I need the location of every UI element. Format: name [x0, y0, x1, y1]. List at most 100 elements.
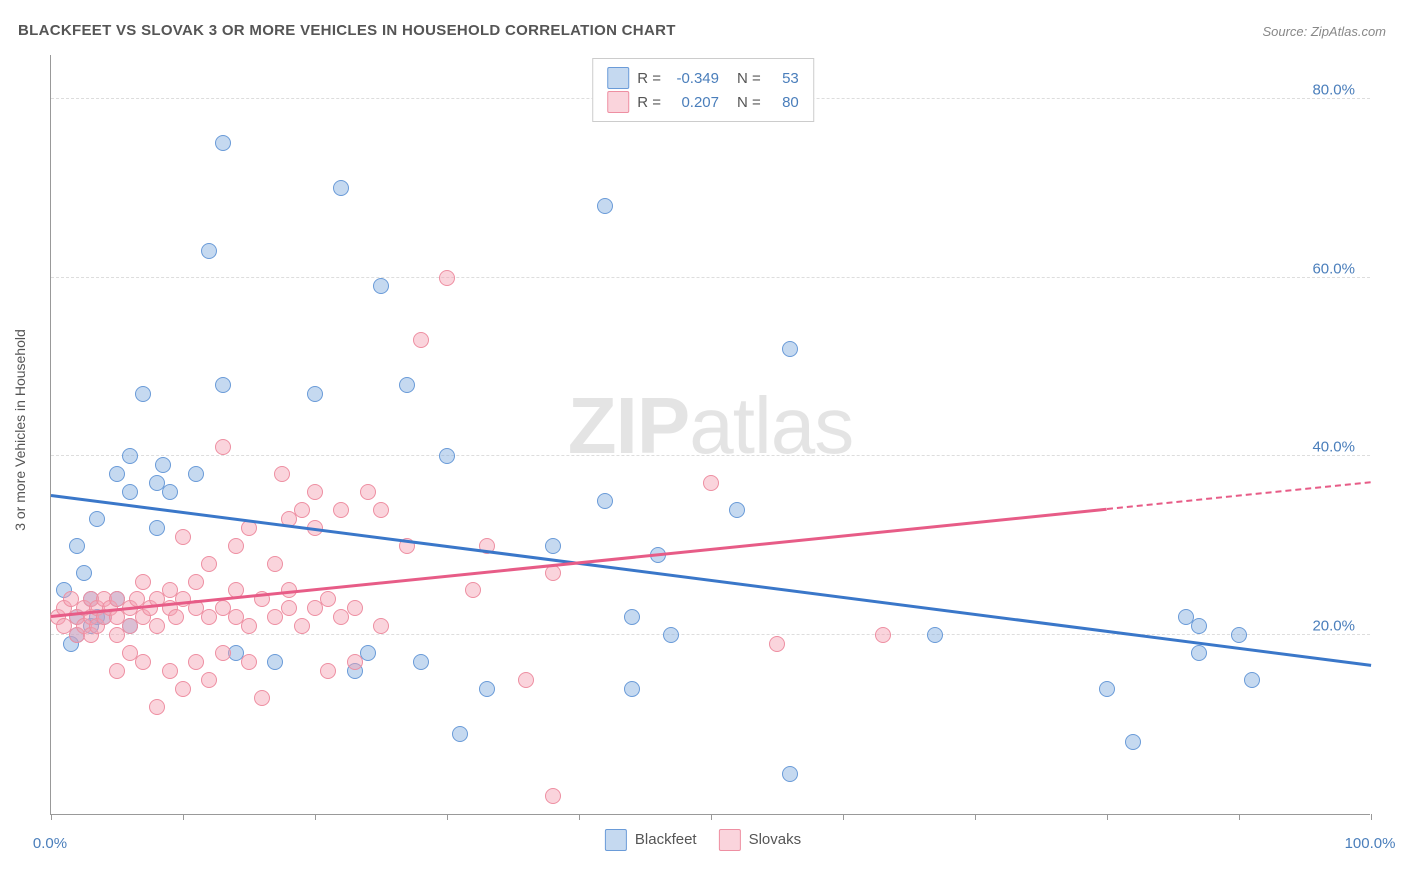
- data-point: [333, 502, 349, 518]
- data-point: [267, 556, 283, 572]
- data-point: [89, 511, 105, 527]
- legend-r-label: R =: [637, 94, 661, 111]
- data-point: [465, 582, 481, 598]
- data-point: [188, 574, 204, 590]
- data-point: [1191, 618, 1207, 634]
- data-point: [663, 627, 679, 643]
- x-tick: [843, 814, 844, 820]
- legend-item: Blackfeet: [605, 829, 697, 851]
- x-tick: [1239, 814, 1240, 820]
- legend-label: Blackfeet: [635, 831, 697, 848]
- data-point: [545, 538, 561, 554]
- legend-correlation: R = -0.349 N = 53 R = 0.207 N = 80: [592, 58, 814, 122]
- data-point: [782, 766, 798, 782]
- legend-row: R =-0.349N =53: [607, 67, 799, 89]
- data-point: [215, 135, 231, 151]
- data-point: [149, 520, 165, 536]
- data-point: [149, 618, 165, 634]
- data-point: [1099, 681, 1115, 697]
- data-point: [201, 556, 217, 572]
- x-tick: [579, 814, 580, 820]
- chart-title: BLACKFEET VS SLOVAK 3 OR MORE VEHICLES I…: [18, 22, 676, 39]
- legend-row: R = 0.207 N = 80: [607, 91, 799, 113]
- data-point: [518, 672, 534, 688]
- data-point: [360, 484, 376, 500]
- data-point: [320, 591, 336, 607]
- y-tick-label: 60.0%: [1312, 260, 1355, 277]
- data-point: [69, 538, 85, 554]
- data-point: [135, 386, 151, 402]
- data-point: [162, 663, 178, 679]
- trend-line: [51, 494, 1371, 666]
- source-label: Source: ZipAtlas.com: [1262, 24, 1386, 39]
- data-point: [188, 654, 204, 670]
- legend-series: Blackfeet Slovaks: [605, 827, 801, 852]
- x-tick-label: 0.0%: [33, 835, 67, 852]
- data-point: [597, 493, 613, 509]
- gridline: [51, 634, 1370, 635]
- data-point: [624, 681, 640, 697]
- data-point: [927, 627, 943, 643]
- y-tick-label: 80.0%: [1312, 81, 1355, 98]
- data-point: [241, 654, 257, 670]
- data-point: [769, 636, 785, 652]
- gridline: [51, 455, 1370, 456]
- data-point: [307, 386, 323, 402]
- data-point: [545, 788, 561, 804]
- data-point: [320, 663, 336, 679]
- y-tick-label: 40.0%: [1312, 439, 1355, 456]
- data-point: [782, 341, 798, 357]
- data-point: [347, 654, 363, 670]
- data-point: [228, 538, 244, 554]
- x-tick: [315, 814, 316, 820]
- legend-r-label: R =: [637, 70, 661, 87]
- data-point: [1191, 645, 1207, 661]
- data-point: [162, 484, 178, 500]
- x-tick: [51, 814, 52, 820]
- data-point: [347, 600, 363, 616]
- data-point: [241, 618, 257, 634]
- legend-item: Slovaks: [719, 829, 802, 851]
- data-point: [307, 484, 323, 500]
- data-point: [135, 654, 151, 670]
- data-point: [215, 377, 231, 393]
- data-point: [122, 484, 138, 500]
- legend-r-value: -0.349: [669, 70, 719, 87]
- data-point: [413, 332, 429, 348]
- legend-n-label: N =: [737, 94, 761, 111]
- legend-swatch: [719, 829, 741, 851]
- data-point: [439, 270, 455, 286]
- x-tick: [1107, 814, 1108, 820]
- data-point: [122, 448, 138, 464]
- y-axis-label: 3 or more Vehicles in Household: [12, 329, 28, 531]
- data-point: [399, 377, 415, 393]
- data-point: [597, 198, 613, 214]
- data-point: [267, 654, 283, 670]
- data-point: [254, 690, 270, 706]
- data-point: [1231, 627, 1247, 643]
- trend-line-dashed: [1107, 481, 1371, 510]
- data-point: [149, 699, 165, 715]
- data-point: [109, 466, 125, 482]
- data-point: [201, 672, 217, 688]
- legend-label: Slovaks: [749, 831, 802, 848]
- legend-r-value: 0.207: [669, 94, 719, 111]
- data-point: [274, 466, 290, 482]
- data-point: [294, 618, 310, 634]
- data-point: [333, 180, 349, 196]
- data-point: [215, 439, 231, 455]
- gridline: [51, 277, 1370, 278]
- x-tick: [975, 814, 976, 820]
- legend-swatch: [605, 829, 627, 851]
- data-point: [439, 448, 455, 464]
- data-point: [729, 502, 745, 518]
- data-point: [1125, 734, 1141, 750]
- data-point: [109, 663, 125, 679]
- data-point: [479, 681, 495, 697]
- data-point: [294, 502, 310, 518]
- legend-n-value: 80: [769, 94, 799, 111]
- data-point: [373, 618, 389, 634]
- data-point: [373, 502, 389, 518]
- data-point: [175, 681, 191, 697]
- legend-n-value: 53: [769, 70, 799, 87]
